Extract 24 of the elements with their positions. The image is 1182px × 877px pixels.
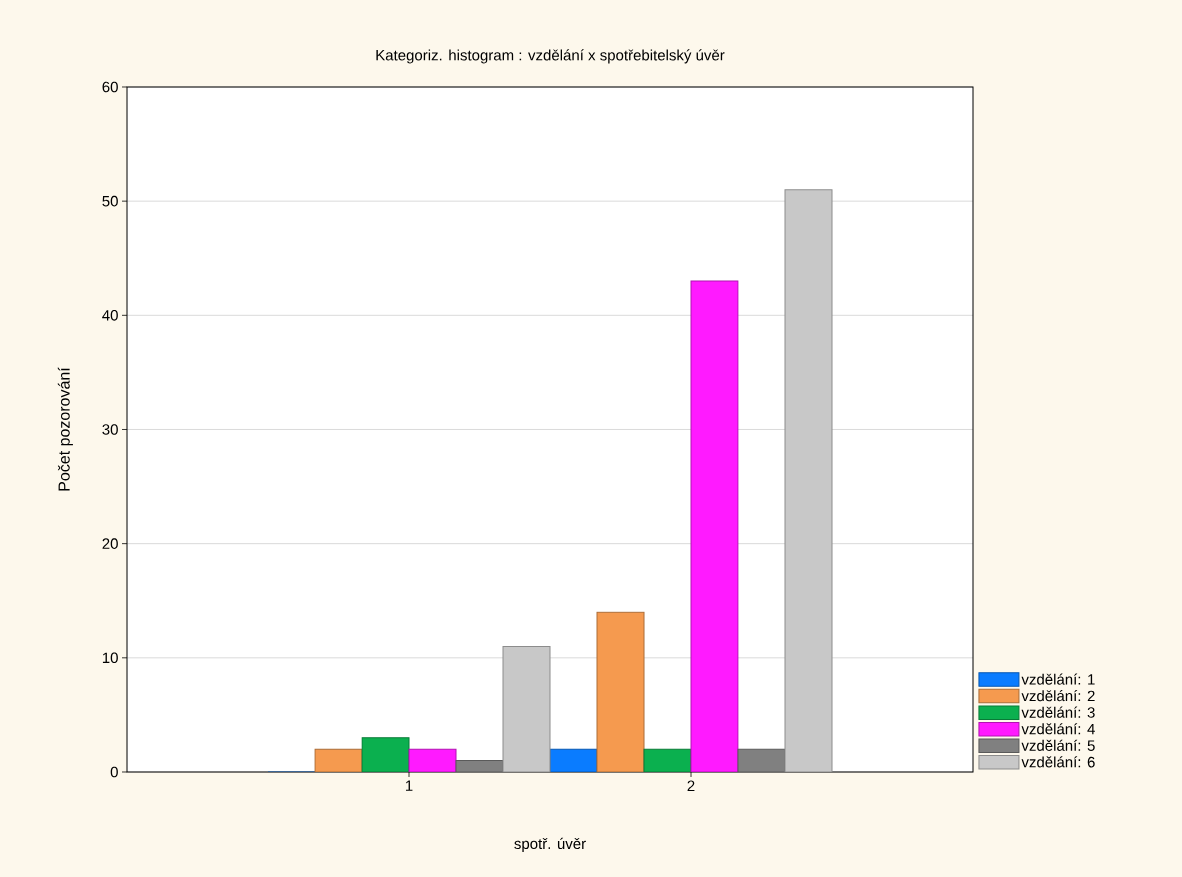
- x-tick-label: 1: [405, 780, 413, 791]
- x-tick-label: 2: [687, 780, 695, 791]
- legend-label: vzdělání: 2: [1021, 690, 1095, 702]
- bar: [643, 748, 692, 772]
- legend-label: vzdělání: 1: [1021, 673, 1095, 685]
- y-tick-label: 40: [102, 310, 118, 321]
- legend-label: vzdělání: 6: [1021, 756, 1095, 768]
- bar: [690, 280, 739, 772]
- y-axis-title: Počet pozorování: [57, 367, 73, 491]
- bar: [784, 189, 833, 772]
- y-tick-label: 0: [110, 766, 118, 778]
- y-tick-label: 20: [102, 538, 118, 549]
- legend-label: vzdělání: 4: [1021, 723, 1095, 735]
- y-tick-label: 60: [102, 81, 118, 93]
- bar: [596, 611, 645, 772]
- y-tick-label: 30: [102, 424, 118, 435]
- bar: [361, 737, 410, 772]
- bar: [502, 645, 551, 772]
- x-axis-title: spotř. úvěr: [514, 837, 586, 853]
- legend-label: vzdělání: 5: [1021, 739, 1095, 751]
- chart-title: Kategoriz. histogram : vzdělání x spotřebitelský úvěr: [376, 49, 725, 64]
- y-tick-label: 50: [102, 195, 118, 207]
- y-tick-label: 10: [102, 652, 118, 664]
- legend-label: vzdělání: 3: [1021, 706, 1095, 718]
